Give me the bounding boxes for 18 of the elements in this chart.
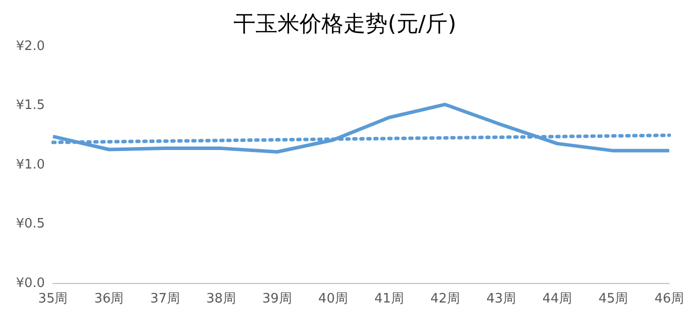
y-tick-label: ¥0.5 xyxy=(16,216,45,232)
x-tick-label: 45周 xyxy=(598,292,628,307)
y-tick-label: ¥0.0 xyxy=(16,276,45,291)
chart-title: 干玉米价格走势(元/斤) xyxy=(234,12,456,37)
x-tick-label: 41周 xyxy=(374,292,404,307)
y-tick-label: ¥1.0 xyxy=(16,157,45,172)
x-tick-label: 38周 xyxy=(206,292,236,307)
y-tick-label: ¥1.5 xyxy=(16,98,45,114)
x-tick-label: 44周 xyxy=(542,292,572,307)
x-tick-label: 46周 xyxy=(654,292,684,307)
x-tick-label: 37周 xyxy=(150,292,180,307)
x-tick-label: 42周 xyxy=(430,292,460,307)
x-tick-label: 36周 xyxy=(94,292,124,307)
x-tick-label: 39周 xyxy=(262,292,292,307)
y-tick-label: ¥2.0 xyxy=(16,38,45,54)
x-tick-label: 43周 xyxy=(486,292,516,307)
x-tick-label: 35周 xyxy=(38,292,68,307)
x-tick-label: 40周 xyxy=(318,292,348,307)
